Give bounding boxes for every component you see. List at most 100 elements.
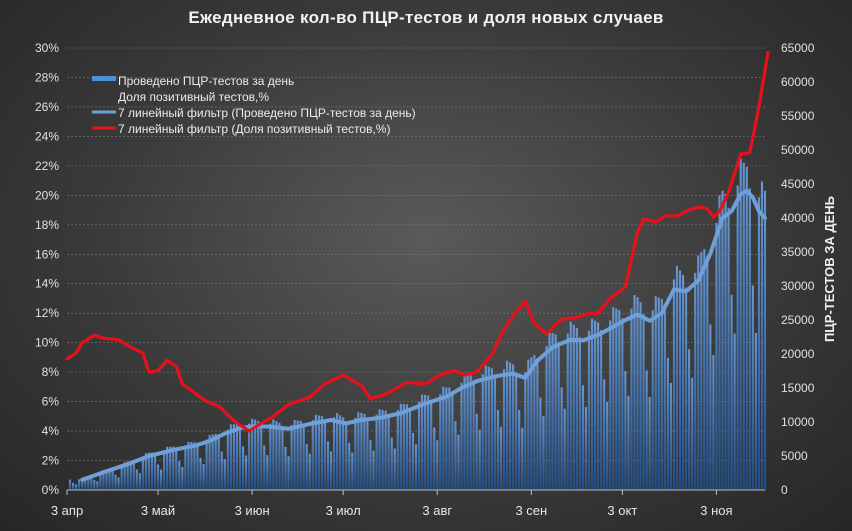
daily-tests-bar: [718, 195, 721, 490]
daily-tests-bar: [736, 185, 739, 491]
daily-tests-bar: [232, 424, 235, 490]
y-left-tick-label: 12%: [35, 306, 59, 320]
daily-tests-bar: [430, 399, 433, 490]
daily-tests-bar: [706, 255, 709, 490]
daily-tests-bar: [314, 414, 317, 490]
daily-tests-bar: [329, 451, 333, 490]
daily-tests-bar: [724, 193, 727, 491]
daily-tests-bar: [417, 401, 421, 490]
daily-tests-bar: [123, 462, 126, 490]
y-right-axis-title: ПЦР-ТЕСТОВ ЗА ДЕНЬ: [822, 196, 837, 342]
y-right-tick-label: 50000: [781, 143, 815, 157]
daily-tests-bar: [229, 424, 232, 490]
daily-tests-bar: [554, 334, 557, 490]
daily-tests-bar: [621, 318, 624, 490]
y-left-tick-label: 18%: [35, 218, 59, 232]
daily-tests-bar: [278, 422, 281, 490]
daily-tests-bar: [220, 451, 223, 490]
daily-tests-bar: [560, 387, 563, 490]
daily-tests-bar: [348, 442, 351, 490]
daily-tests-bar: [472, 380, 475, 490]
daily-tests-bar: [609, 320, 612, 490]
y-left-tick-label: 28%: [35, 70, 59, 84]
daily-tests-bar: [342, 417, 345, 490]
daily-tests-bar: [715, 222, 718, 491]
y-left-tick-label: 22%: [35, 159, 59, 173]
x-tick-label: 3 авг: [422, 503, 452, 518]
daily-tests-bar: [421, 394, 424, 490]
daily-tests-bar: [475, 413, 478, 490]
daily-tests-bar: [72, 482, 75, 490]
daily-tests-bar: [381, 409, 384, 490]
daily-tests-bar: [424, 395, 427, 490]
daily-tests-bar: [721, 190, 724, 491]
daily-tests-bar: [566, 333, 569, 490]
daily-tests-bar: [639, 302, 642, 490]
daily-tests-bar: [135, 469, 138, 490]
legend-label: 7 линейный фильтр (Проведено ПЦР-тестов …: [118, 106, 416, 120]
daily-tests-bar: [78, 479, 81, 490]
y-right-tick-label: 20000: [781, 347, 815, 361]
daily-tests-bar: [81, 478, 84, 490]
daily-tests-bar: [427, 395, 430, 490]
daily-tests-bar: [590, 318, 594, 490]
daily-tests-bar: [627, 395, 630, 490]
daily-tests-bar: [414, 444, 418, 490]
daily-tests-bar: [339, 415, 342, 490]
daily-tests-bar: [366, 417, 369, 490]
daily-tests-bar: [226, 429, 229, 490]
daily-tests-bar: [691, 377, 694, 490]
daily-tests-bar: [700, 252, 703, 490]
daily-tests-bar: [615, 308, 618, 490]
y-left-tick-label: 14%: [35, 277, 59, 291]
daily-tests-bar: [68, 479, 72, 490]
legend: Проведено ПЦР-тестов за день Доля позитив…: [92, 74, 416, 136]
daily-tests-bar: [163, 450, 166, 490]
daily-tests-bar: [156, 464, 160, 490]
daily-tests-bar: [436, 440, 439, 490]
axes: 0% 2% 4% 6% 8% 10% 12% 14% 16% 18% 20% 22% 24% 26% 28%…: [35, 41, 837, 518]
daily-tests-bar: [542, 415, 545, 490]
y-left-tick-label: 10%: [35, 336, 59, 350]
daily-tests-bar: [642, 314, 645, 490]
daily-tests-bar: [536, 358, 539, 490]
x-tick-label: 3 июл: [326, 503, 361, 518]
daily-tests-bar: [487, 366, 490, 490]
daily-tests-bar: [393, 448, 396, 490]
daily-tests-bar: [345, 422, 348, 490]
y-right-tick-label: 55000: [781, 109, 815, 123]
daily-tests-bar: [372, 450, 375, 490]
y-right-tick-label: 10000: [781, 415, 815, 429]
daily-tests-bar: [411, 432, 415, 490]
daily-tests-bar: [448, 387, 451, 490]
daily-tests-bar: [287, 456, 290, 490]
daily-tests-bar: [299, 420, 302, 490]
tests-7day-filter-line: [80, 188, 767, 482]
daily-tests-bar: [150, 452, 154, 490]
x-tick-label: 3 сен: [515, 503, 547, 518]
daily-tests-bar: [557, 341, 560, 490]
line-series: [65, 50, 770, 482]
daily-tests-bar: [384, 410, 387, 490]
daily-tests-bar: [651, 310, 654, 490]
y-left-tick-label: 6%: [42, 395, 60, 409]
daily-tests-bar: [90, 476, 93, 490]
daily-tests-bar: [275, 421, 278, 490]
daily-tests-bar: [378, 409, 381, 490]
daily-tests-bar: [593, 320, 597, 490]
y-right-tick-label: 60000: [781, 75, 815, 89]
daily-tests-bar: [545, 345, 548, 490]
daily-tests-bar: [681, 275, 685, 490]
daily-tests-bar: [272, 419, 275, 490]
daily-tests-bar: [405, 404, 408, 490]
daily-tests-bar: [260, 425, 263, 490]
daily-tests-bar: [244, 455, 248, 490]
daily-tests-bar: [305, 444, 308, 490]
daily-tests-bar: [336, 413, 339, 490]
daily-tests-bar: [241, 446, 245, 490]
daily-tests-bar: [760, 181, 764, 490]
daily-tests-bar: [530, 357, 533, 490]
y-right-tick-label: 40000: [781, 211, 815, 225]
daily-tests-bar: [332, 417, 336, 490]
daily-tests-bar: [193, 442, 196, 490]
